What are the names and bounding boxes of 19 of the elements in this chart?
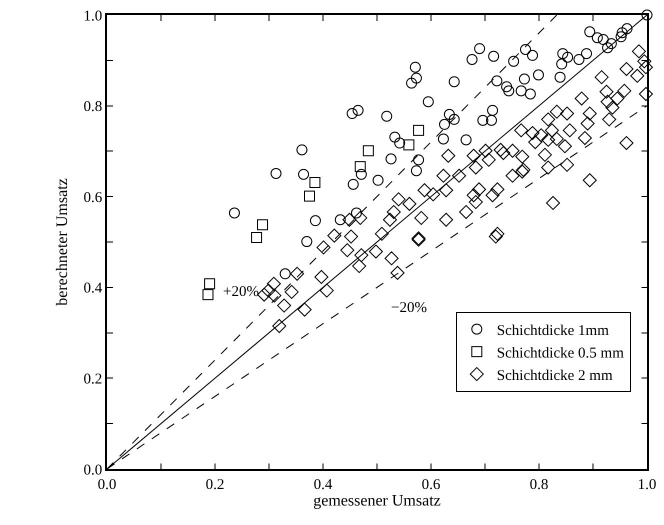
legend-label: Schichtdicke 1mm (496, 322, 610, 339)
y-tick-label: 0.4 (84, 280, 103, 297)
annotation: −20% (391, 300, 427, 316)
x-tick-label: 0.2 (206, 476, 224, 493)
x-tick-label: 0.4 (314, 476, 333, 493)
x-tick-label: 0.6 (422, 476, 441, 493)
annotation: +20% (223, 284, 259, 300)
x-tick-label: 0.8 (530, 476, 548, 493)
y-tick-label: 0.6 (84, 190, 103, 206)
x-tick-label: 1.0 (638, 476, 656, 493)
y-tick-label: 0.0 (84, 462, 102, 478)
y-tick-label: 1.0 (84, 8, 102, 24)
x-axis-title: gemessener Umsatz (313, 492, 441, 510)
y-axis-title: berechneter Umsatz (54, 178, 71, 306)
x-tick-label: 0.0 (98, 476, 116, 493)
y-tick-label: 0.2 (84, 371, 102, 388)
legend-label: Schichtdicke 2 mm (496, 368, 613, 384)
y-tick-label: 0.8 (84, 99, 102, 116)
legend-label: Schichtdicke 0.5 mm (496, 345, 624, 362)
